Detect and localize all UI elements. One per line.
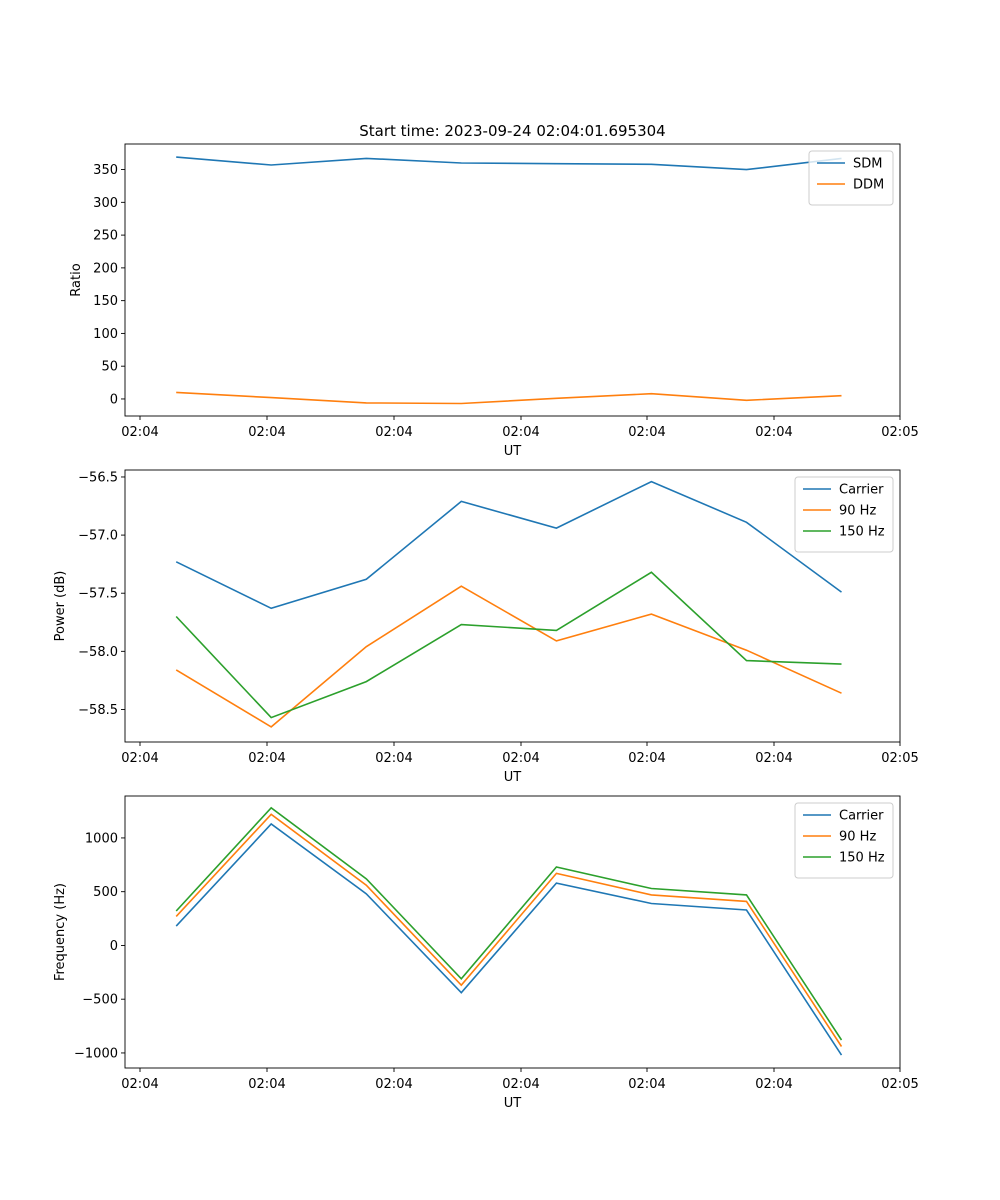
axes-frame [124, 143, 901, 417]
y-tick-label: 0 [110, 392, 118, 407]
y-tick-label: −58.5 [78, 703, 118, 718]
x-tick-label: 02:04 [375, 1077, 412, 1092]
y-tick-label: −57.0 [78, 529, 118, 544]
legend-box [808, 150, 894, 206]
y-tick-label: 0 [110, 939, 118, 954]
y-tick-label: −57.5 [78, 587, 118, 602]
x-tick-label: 02:05 [881, 425, 918, 440]
y-tick-label: 300 [93, 196, 118, 211]
legend-entry: Carrier [839, 483, 884, 498]
figure-title: Start time: 2023-09-24 02:04:01.695304 [359, 122, 665, 140]
y-tick-label: 350 [93, 163, 118, 178]
x-tick-label: 02:04 [248, 425, 285, 440]
x-tick-label: 02:04 [502, 1077, 539, 1092]
y-axis-label: Frequency (Hz) [53, 883, 68, 981]
subplot-1: 0 50 100 150 200 250 300 350 02:04 02:04 02:04 02:0… [69, 143, 919, 459]
x-tick-label: 02:04 [628, 751, 665, 766]
subplot-3: −1000 −500 0 500 1000 02:04 02:04 02:04 02:04 02:… [53, 795, 919, 1111]
series-line-150-hz [175, 571, 842, 719]
legend-box [794, 802, 894, 879]
y-tick-label: −58.0 [78, 645, 118, 660]
y-tick-label: 100 [93, 327, 118, 342]
y-tick-label: 150 [93, 294, 118, 309]
series-line-150-hz [175, 806, 843, 1041]
x-tick-label: 02:04 [755, 425, 792, 440]
y-tick-label: −56.5 [78, 470, 118, 485]
series-line-ddm [176, 391, 842, 405]
series-line-carrier [175, 480, 842, 610]
x-tick-label: 02:04 [755, 1077, 792, 1092]
y-tick-label: −1000 [74, 1046, 118, 1061]
legend-box [794, 476, 894, 553]
x-tick-label: 02:05 [881, 1077, 918, 1092]
axes-frame [124, 469, 901, 743]
x-tick-label: 02:04 [502, 425, 539, 440]
y-tick-label: 250 [93, 229, 118, 244]
legend-entry: SDM [853, 157, 882, 172]
subplot-2: −58.5 −58.0 −57.5 −57.0 −56.5 02:04 02:04 02:04… [53, 469, 919, 785]
x-tick-label: 02:04 [628, 425, 665, 440]
x-tick-label: 02:04 [121, 751, 158, 766]
x-tick-label: 02:04 [248, 1077, 285, 1092]
x-tick-label: 02:04 [502, 751, 539, 766]
legend: SDM DDM [808, 150, 894, 206]
x-tick-label: 02:04 [121, 1077, 158, 1092]
y-tick-label: 50 [101, 360, 118, 375]
x-tick-label: 02:04 [628, 1077, 665, 1092]
x-axis-label: UT [504, 770, 522, 785]
legend-entry: DDM [853, 178, 884, 193]
axes-frame [124, 795, 901, 1069]
series-line-90-hz [175, 813, 843, 1047]
legend-entry: 150 Hz [839, 525, 885, 540]
legend-entry: 150 Hz [839, 851, 885, 866]
y-axis-label: Power (dB) [53, 571, 68, 642]
legend-entry: Carrier [839, 809, 884, 824]
x-tick-label: 02:05 [881, 751, 918, 766]
y-tick-label: 200 [93, 261, 118, 276]
y-tick-label: −500 [82, 993, 118, 1008]
series-line-carrier [175, 822, 843, 1056]
y-axis-label: Ratio [69, 263, 84, 296]
x-axis-label: UT [504, 444, 522, 459]
legend-entry: 90 Hz [839, 830, 876, 845]
x-tick-label: 02:04 [248, 751, 285, 766]
x-tick-label: 02:04 [375, 751, 412, 766]
x-tick-label: 02:04 [121, 425, 158, 440]
series-line-sdm [176, 156, 842, 171]
y-tick-label: 500 [93, 885, 118, 900]
legend-entry: 90 Hz [839, 504, 876, 519]
charts-container: 0 50 100 150 200 250 300 350 02:04 02:04 02:04 02:0… [53, 143, 919, 1111]
x-tick-label: 02:04 [755, 751, 792, 766]
x-axis-label: UT [504, 1096, 522, 1111]
series-line-90-hz [175, 585, 842, 728]
legend: Carrier 90 Hz 150 Hz [794, 476, 894, 553]
legend: Carrier 90 Hz 150 Hz [794, 802, 894, 879]
y-tick-label: 1000 [85, 831, 118, 846]
x-tick-label: 02:04 [375, 425, 412, 440]
